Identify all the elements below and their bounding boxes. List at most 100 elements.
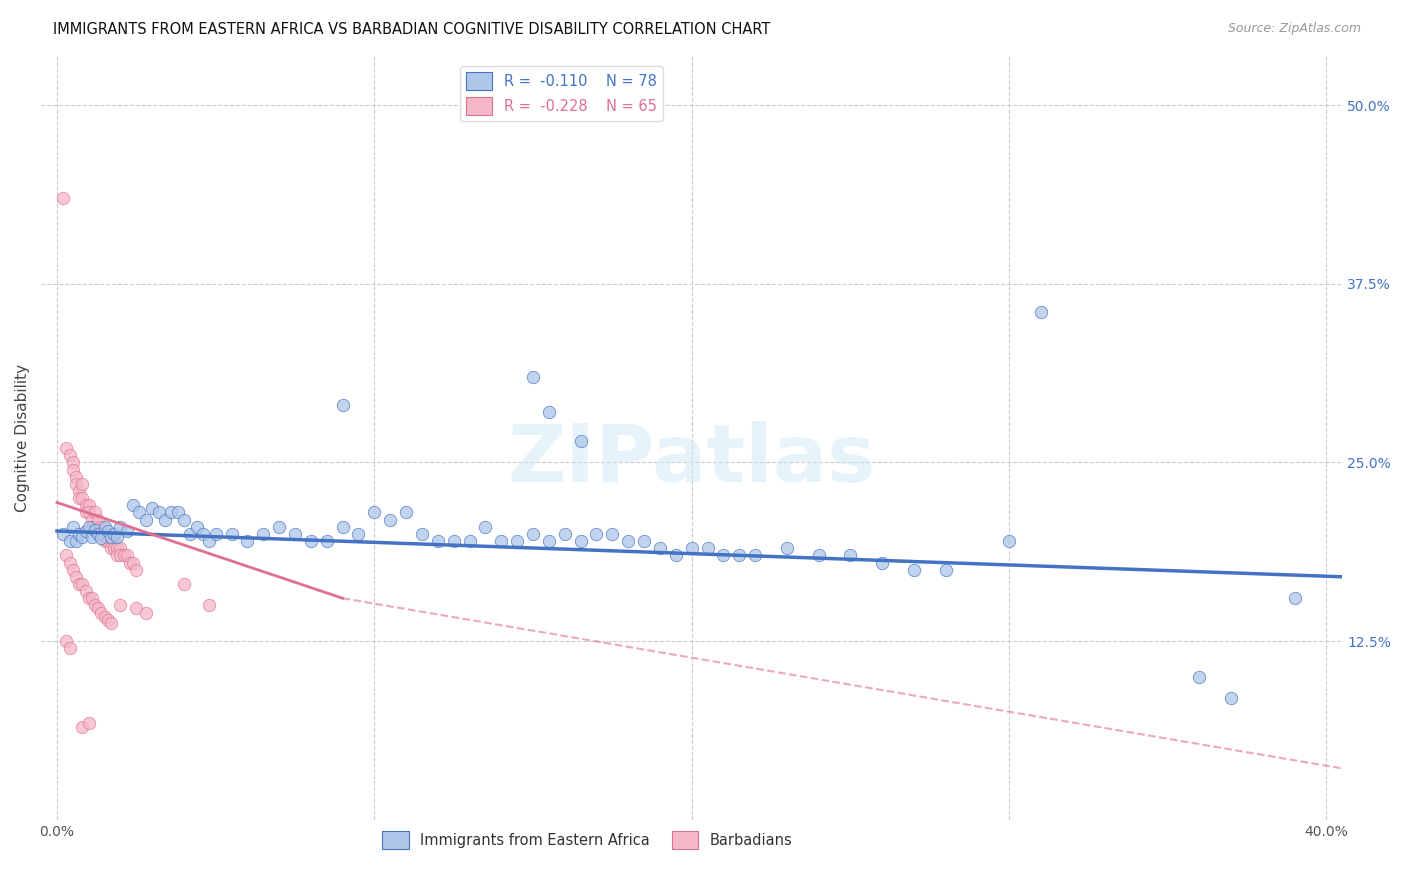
Point bbox=[191, 527, 214, 541]
Point bbox=[75, 584, 97, 599]
Point bbox=[696, 541, 718, 556]
Point bbox=[80, 513, 103, 527]
Point bbox=[103, 541, 125, 556]
Point bbox=[75, 506, 97, 520]
Point bbox=[77, 499, 100, 513]
Y-axis label: Cognitive Disability: Cognitive Disability bbox=[15, 363, 30, 511]
Point bbox=[744, 549, 766, 563]
Point bbox=[681, 541, 703, 556]
Point bbox=[77, 715, 100, 730]
Point bbox=[62, 520, 84, 534]
Point bbox=[458, 534, 481, 549]
Point bbox=[284, 527, 307, 541]
Point bbox=[173, 577, 195, 591]
Point bbox=[125, 563, 148, 577]
Point bbox=[935, 563, 957, 577]
Point bbox=[80, 591, 103, 606]
Point bbox=[122, 499, 145, 513]
Point bbox=[148, 506, 170, 520]
Point bbox=[179, 527, 201, 541]
Text: Source: ZipAtlas.com: Source: ZipAtlas.com bbox=[1227, 22, 1361, 36]
Point bbox=[713, 549, 735, 563]
Point bbox=[103, 534, 125, 549]
Point bbox=[65, 476, 87, 491]
Point bbox=[67, 527, 90, 541]
Point bbox=[84, 520, 107, 534]
Point bbox=[585, 527, 607, 541]
Point bbox=[1220, 691, 1243, 706]
Point bbox=[198, 599, 221, 613]
Point bbox=[728, 549, 751, 563]
Point bbox=[380, 513, 402, 527]
Point bbox=[426, 534, 449, 549]
Point bbox=[128, 506, 150, 520]
Point bbox=[93, 520, 115, 534]
Point bbox=[1188, 670, 1211, 684]
Point bbox=[125, 601, 148, 615]
Point bbox=[252, 527, 274, 541]
Text: ZIPatlas: ZIPatlas bbox=[508, 421, 876, 500]
Point bbox=[87, 513, 110, 527]
Point bbox=[839, 549, 862, 563]
Point bbox=[236, 534, 259, 549]
Point bbox=[55, 549, 77, 563]
Legend: Immigrants from Eastern Africa, Barbadians: Immigrants from Eastern Africa, Barbadia… bbox=[377, 825, 799, 855]
Point bbox=[395, 506, 418, 520]
Point bbox=[363, 506, 385, 520]
Point bbox=[100, 541, 122, 556]
Point bbox=[80, 520, 103, 534]
Point bbox=[55, 441, 77, 455]
Point bbox=[52, 191, 75, 205]
Point bbox=[110, 520, 132, 534]
Point bbox=[221, 527, 243, 541]
Point bbox=[870, 556, 893, 570]
Point bbox=[554, 527, 576, 541]
Point bbox=[569, 434, 592, 448]
Point bbox=[118, 556, 141, 570]
Point bbox=[537, 405, 560, 419]
Point bbox=[75, 524, 97, 538]
Point bbox=[97, 613, 120, 627]
Point bbox=[602, 527, 624, 541]
Point bbox=[135, 606, 157, 620]
Point bbox=[112, 549, 135, 563]
Point bbox=[347, 527, 370, 541]
Point bbox=[59, 641, 82, 656]
Point bbox=[105, 541, 128, 556]
Point bbox=[1284, 591, 1306, 606]
Point bbox=[633, 534, 655, 549]
Point bbox=[110, 541, 132, 556]
Point bbox=[204, 527, 226, 541]
Point bbox=[84, 523, 107, 537]
Point bbox=[67, 577, 90, 591]
Point bbox=[299, 534, 322, 549]
Point bbox=[72, 720, 94, 734]
Point bbox=[110, 599, 132, 613]
Point bbox=[90, 520, 112, 534]
Point bbox=[59, 556, 82, 570]
Point bbox=[807, 549, 830, 563]
Point bbox=[65, 570, 87, 584]
Point bbox=[776, 541, 799, 556]
Point bbox=[648, 541, 671, 556]
Point bbox=[87, 527, 110, 541]
Point bbox=[72, 476, 94, 491]
Point bbox=[97, 527, 120, 541]
Point bbox=[474, 520, 496, 534]
Point bbox=[100, 534, 122, 549]
Point bbox=[411, 527, 433, 541]
Point bbox=[97, 524, 120, 538]
Point bbox=[110, 549, 132, 563]
Point bbox=[55, 634, 77, 648]
Point bbox=[90, 527, 112, 541]
Point bbox=[103, 527, 125, 541]
Point bbox=[153, 513, 176, 527]
Point bbox=[491, 534, 513, 549]
Point bbox=[52, 527, 75, 541]
Point bbox=[1029, 305, 1052, 319]
Point bbox=[72, 530, 94, 544]
Point bbox=[80, 530, 103, 544]
Point bbox=[115, 549, 138, 563]
Point bbox=[617, 534, 640, 549]
Point bbox=[315, 534, 337, 549]
